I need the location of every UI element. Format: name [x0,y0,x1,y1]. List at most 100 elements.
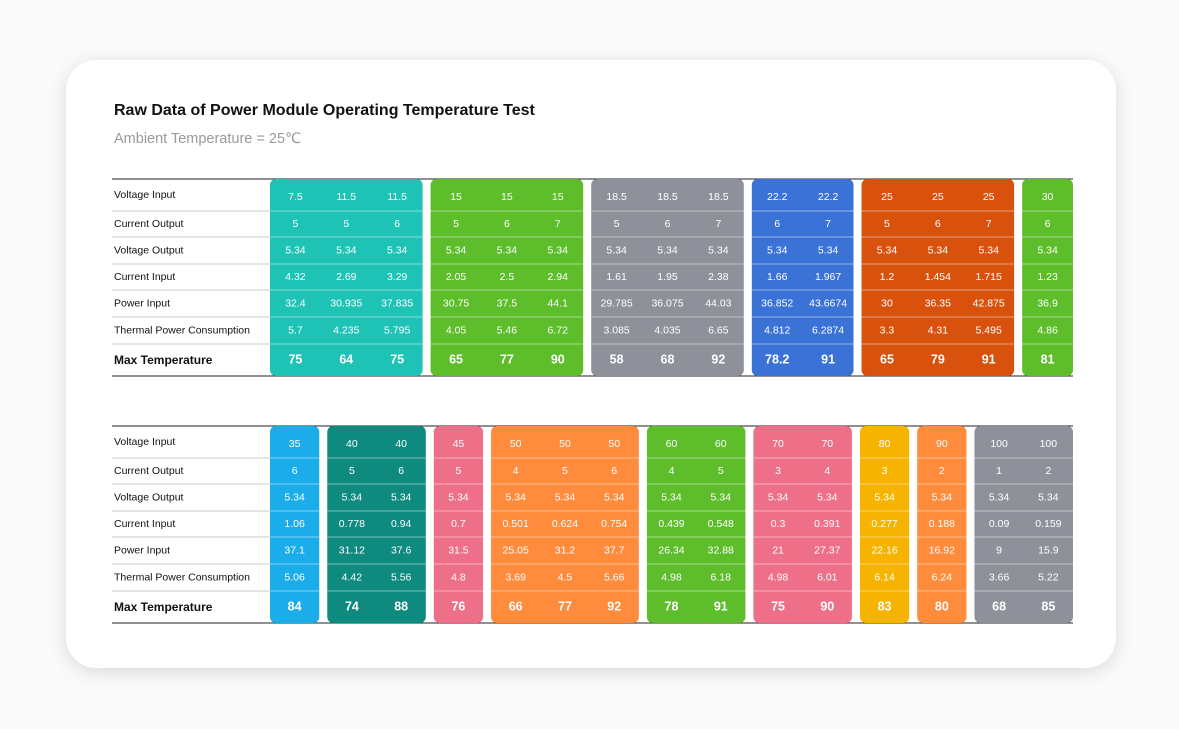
cell-value: 6.14 [874,571,895,583]
cell-value: 50 [510,438,522,450]
cell-value: 84 [288,599,302,613]
cell-value: 1.967 [815,271,841,283]
cell-value: 0.159 [1035,518,1061,530]
cell-value: 6 [611,465,617,477]
cell-value: 6.65 [708,324,729,336]
cell-value: 88 [394,599,408,613]
cell-value: 78.2 [765,352,789,366]
cell-value: 81 [1041,352,1055,366]
cell-value: 37.1 [284,544,305,556]
cell-value: 7 [825,218,831,230]
cell-value: 25 [932,191,944,203]
cell-value: 6.18 [711,571,732,583]
cell-value: 75 [390,352,404,366]
cell-value: 4 [824,465,830,477]
cell-value: 16.92 [929,544,955,556]
cell-value: 74 [345,599,359,613]
cell-value: 0.7 [451,518,466,530]
cell-value: 25 [983,191,995,203]
cell-value: 5.34 [497,244,518,256]
cell-value: 3.66 [989,571,1010,583]
cell-value: 6 [394,218,400,230]
cell-value: 100 [990,438,1008,450]
cell-value: 4.8 [451,571,466,583]
cell-value: 0.439 [658,518,684,530]
row-label: Power Input [114,297,170,309]
cell-value: 60 [666,438,678,450]
cell-value: 1.06 [284,518,305,530]
cell-value: 4.5 [558,571,573,583]
cell-value: 5.34 [978,244,999,256]
cell-value: 15.9 [1038,544,1059,556]
cell-value: 0.09 [989,518,1010,530]
cell-value: 1.23 [1037,271,1058,283]
cell-value: 2.38 [708,271,729,283]
cell-value: 91 [982,352,996,366]
cell-value: 5 [718,465,724,477]
cell-value: 5.34 [767,244,788,256]
cell-value: 6 [504,218,510,230]
cell-value: 1 [996,465,1002,477]
cell-value: 44.03 [705,297,731,309]
cell-value: 0.754 [601,518,627,530]
cell-value: 7 [986,218,992,230]
cell-value: 42.875 [973,297,1005,309]
cell-value: 90 [820,599,834,613]
cell-value: 5.495 [976,324,1002,336]
cell-value: 22.2 [767,191,788,203]
cell-value: 5 [456,465,462,477]
cell-value: 83 [878,599,892,613]
cell-value: 5.34 [874,491,895,503]
cell-value: 7.5 [288,191,303,203]
cell-value: 11.5 [336,191,356,203]
cell-value: 5.34 [818,244,839,256]
cell-value: 36.9 [1037,297,1058,309]
cell-value: 37.5 [497,297,518,309]
group-block [974,426,1073,623]
cell-value: 5 [293,218,299,230]
group-block [430,179,584,376]
cell-value: 7 [555,218,561,230]
cell-value: 3 [775,465,781,477]
cell-value: 0.624 [552,518,578,530]
cell-value: 3.085 [603,324,629,336]
cell-value: 5.34 [932,491,953,503]
cell-value: 6 [292,465,298,477]
cell-value: 6.72 [548,324,569,336]
cell-value: 5 [614,218,620,230]
cell-value: 5.34 [284,491,305,503]
cell-value: 11.5 [387,191,407,203]
cell-value: 2.05 [446,271,467,283]
cell-value: 37.835 [381,297,413,309]
cell-value: 32.4 [285,297,306,309]
cell-value: 91 [821,352,835,366]
cell-value: 22.2 [818,191,839,203]
cell-value: 22.16 [871,544,897,556]
cell-value: 90 [936,438,948,450]
cell-value: 1.454 [925,271,951,283]
cell-value: 4.32 [285,271,306,283]
cell-value: 79 [931,352,945,366]
cell-value: 4.86 [1037,324,1058,336]
row-label: Voltage Input [114,436,175,448]
cell-value: 70 [772,438,784,450]
cell-value: 5.795 [384,324,410,336]
cell-value: 30.935 [330,297,362,309]
cell-value: 36.075 [651,297,683,309]
cell-value: 4.235 [333,324,359,336]
cell-value: 15 [450,191,462,203]
cell-value: 6.2874 [812,324,844,336]
cell-value: 5.34 [877,244,898,256]
cell-value: 30.75 [443,297,469,309]
cell-value: 60 [715,438,727,450]
cell-value: 90 [551,352,565,366]
cell-value: 4.812 [764,324,790,336]
cell-value: 5.34 [505,491,526,503]
cell-value: 77 [558,599,572,613]
group-block [646,426,746,623]
cell-value: 0.188 [929,518,955,530]
cell-value: 85 [1041,599,1055,613]
cell-value: 4.035 [654,324,680,336]
cell-value: 5.06 [284,571,305,583]
